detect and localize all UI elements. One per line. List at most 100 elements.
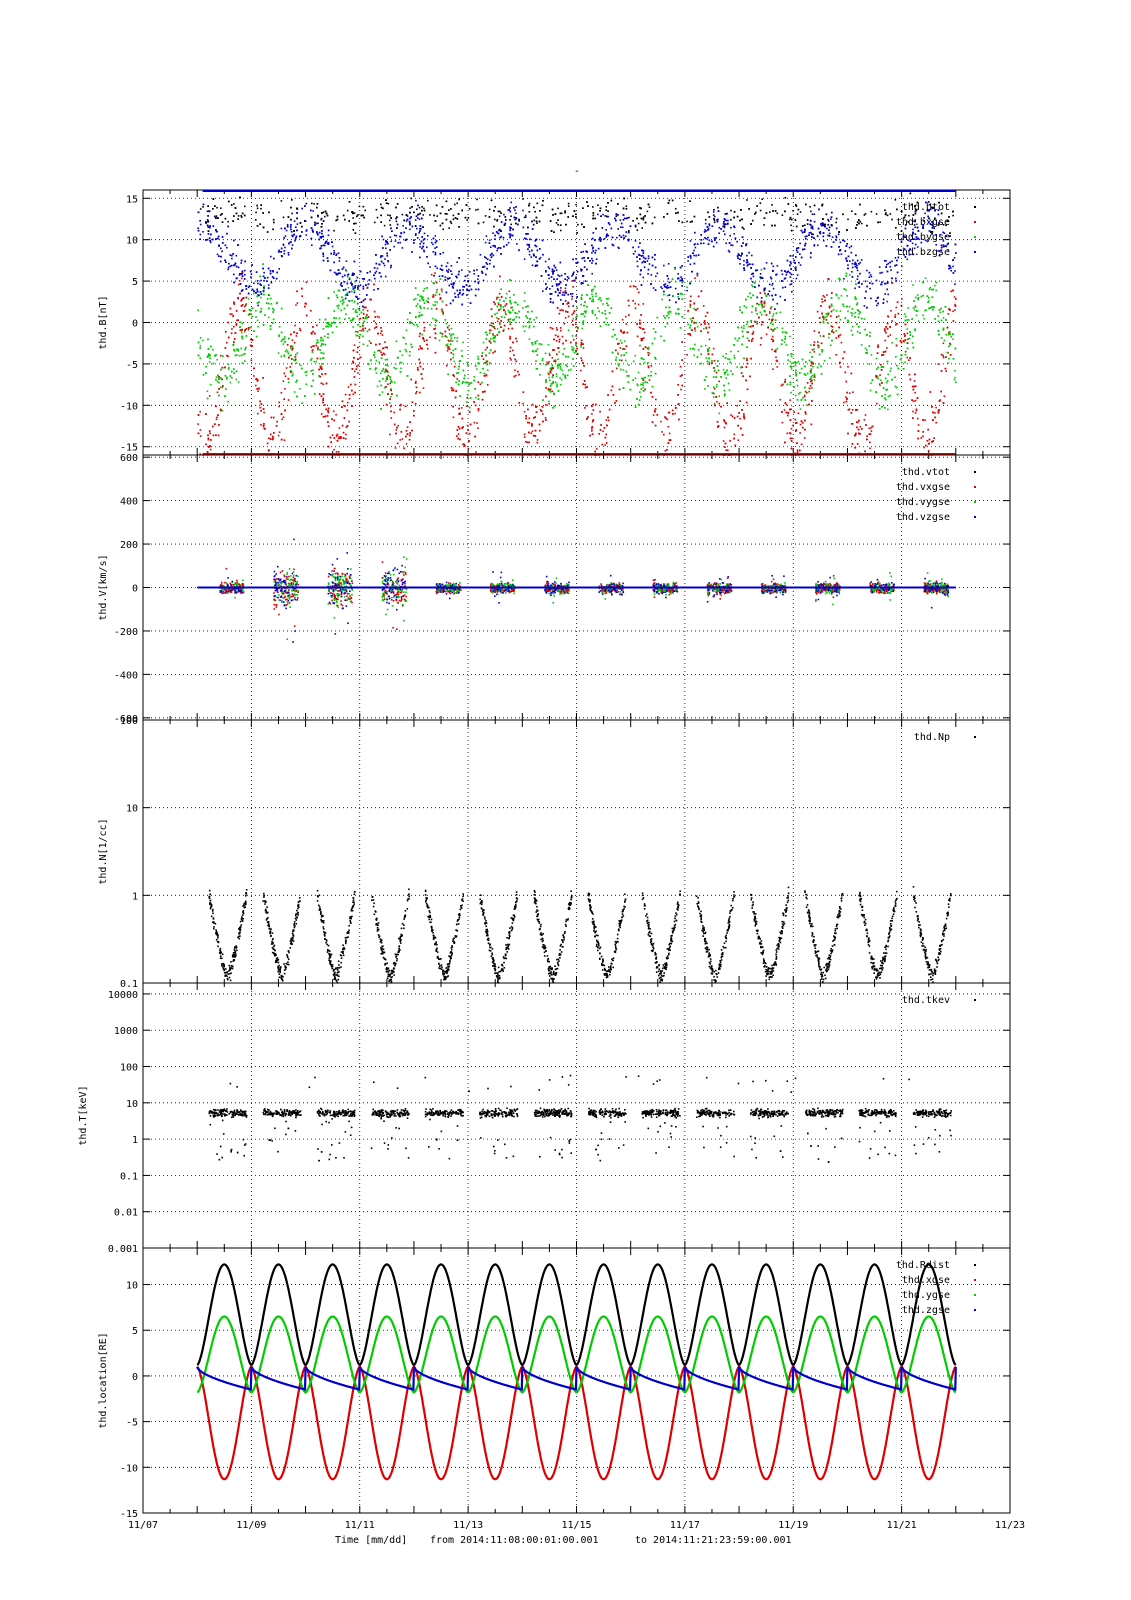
data-point xyxy=(416,217,419,219)
data-point xyxy=(215,418,218,420)
data-point xyxy=(870,354,873,356)
data-point xyxy=(796,449,799,451)
data-point xyxy=(604,215,606,217)
data-point xyxy=(235,254,238,257)
data-point xyxy=(401,213,404,216)
data-point xyxy=(847,366,849,368)
data-point xyxy=(903,248,906,250)
data-point xyxy=(494,340,496,343)
data-point xyxy=(792,362,794,364)
data-point xyxy=(571,320,574,322)
data-point xyxy=(751,284,753,287)
data-point xyxy=(712,396,715,398)
data-point xyxy=(903,333,905,335)
data-point xyxy=(727,219,729,222)
data-point xyxy=(566,303,568,305)
data-point xyxy=(295,236,297,239)
data-point xyxy=(580,346,582,348)
data-point xyxy=(875,213,878,215)
data-point xyxy=(432,317,434,320)
data-point xyxy=(906,356,909,359)
data-point xyxy=(887,395,890,398)
data-point xyxy=(466,396,468,399)
data-point xyxy=(953,296,956,298)
data-point xyxy=(856,269,859,272)
data-point xyxy=(743,413,745,415)
data-point xyxy=(953,257,956,259)
data-point xyxy=(528,422,531,424)
data-point xyxy=(875,279,878,282)
data-point xyxy=(345,260,348,262)
data-point xyxy=(531,264,534,267)
data-point xyxy=(415,380,417,383)
data-point xyxy=(332,410,335,413)
data-point xyxy=(320,218,322,221)
data-point xyxy=(591,262,593,264)
data-point xyxy=(648,263,651,265)
data-point xyxy=(924,419,926,421)
data-point xyxy=(884,393,886,396)
data-point xyxy=(509,219,511,221)
data-point xyxy=(772,313,775,315)
data-point xyxy=(284,388,286,390)
data-point xyxy=(240,277,243,280)
data-point xyxy=(510,215,512,217)
data-point xyxy=(536,222,538,224)
data-point xyxy=(769,307,772,310)
data-point xyxy=(454,292,456,295)
data-point xyxy=(917,424,920,426)
data-point xyxy=(935,281,937,284)
data-point xyxy=(804,224,806,227)
data-point xyxy=(852,259,854,262)
data-point xyxy=(523,216,526,219)
data-point xyxy=(495,316,498,319)
data-point xyxy=(806,391,808,394)
data-point xyxy=(945,370,947,372)
data-point xyxy=(799,423,802,426)
data-point xyxy=(810,364,812,367)
data-point xyxy=(244,352,246,355)
data-point xyxy=(509,357,512,359)
data-point xyxy=(647,361,649,364)
data-point xyxy=(571,292,574,295)
data-point xyxy=(810,210,812,213)
data-point xyxy=(616,367,618,370)
data-point xyxy=(263,411,265,414)
data-point xyxy=(591,405,593,408)
data-point xyxy=(444,335,447,337)
data-point xyxy=(452,218,455,221)
data-point xyxy=(442,313,444,315)
data-point xyxy=(544,260,547,263)
data-point xyxy=(484,215,487,217)
data-point xyxy=(903,313,906,315)
data-point xyxy=(414,298,417,300)
data-point xyxy=(652,328,655,330)
data-point xyxy=(320,413,323,415)
data-point xyxy=(494,238,496,240)
data-point xyxy=(828,336,830,339)
data-point xyxy=(903,216,905,219)
data-point xyxy=(539,363,542,365)
data-point xyxy=(916,294,919,296)
data-point xyxy=(355,295,357,298)
data-point xyxy=(790,427,793,430)
data-point xyxy=(769,322,772,325)
data-point xyxy=(473,421,476,424)
data-point xyxy=(229,265,232,267)
data-point xyxy=(387,214,389,216)
data-point xyxy=(763,224,765,226)
data-point xyxy=(604,310,606,312)
data-point xyxy=(313,203,315,205)
data-point xyxy=(835,239,837,241)
data-point xyxy=(416,303,419,305)
data-point xyxy=(886,381,888,384)
data-point xyxy=(704,322,706,324)
data-point xyxy=(869,389,872,392)
data-point xyxy=(422,290,425,292)
data-point xyxy=(894,385,897,388)
data-point xyxy=(477,355,479,358)
data-point xyxy=(646,347,649,350)
data-point xyxy=(489,332,491,334)
data-point xyxy=(384,346,387,349)
data-point xyxy=(296,302,299,304)
